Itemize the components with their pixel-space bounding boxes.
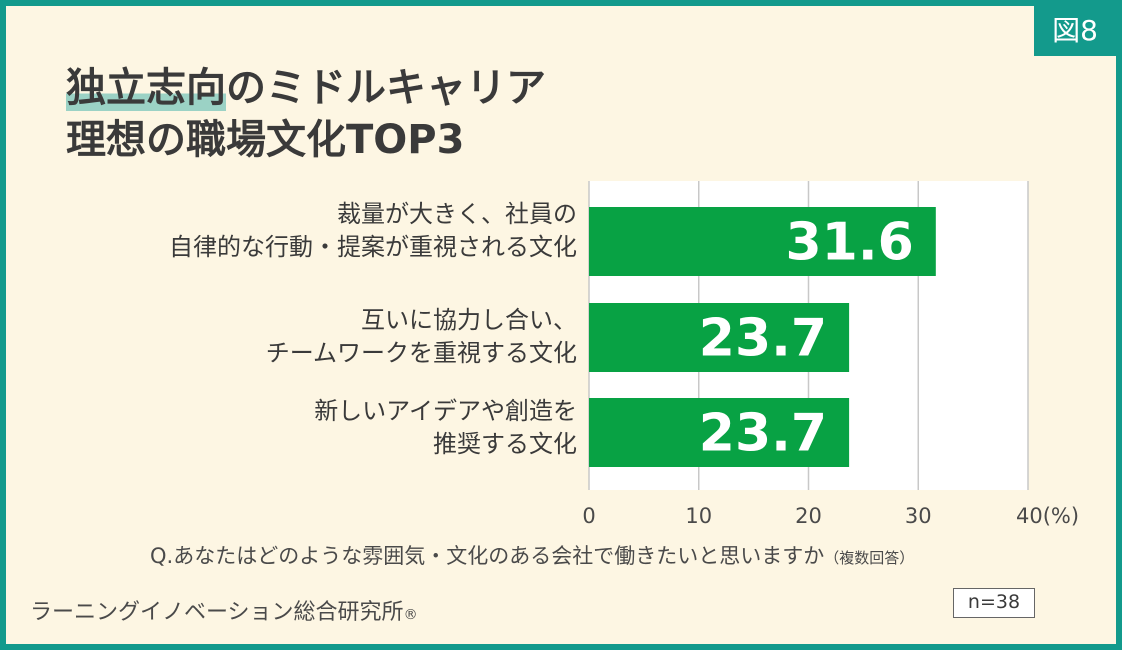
bar-value-label-2: 23.7 [699,309,827,369]
category-label-3: 新しいアイデアや創造を 推奨する文化 [57,395,577,461]
source-credit: ラーニングイノベーション総合研究所® [30,594,418,626]
title-line-2: 理想の職場文化TOP3 [66,117,465,163]
figure-number-badge: 図8 [1034,6,1116,56]
x-tick-label-40: 40(%) [1016,504,1079,528]
category-label-3-line-1: 新しいアイデアや創造を [314,397,577,425]
bar-value-label-3: 23.7 [699,404,827,464]
x-tick-label-30: 30 [905,504,932,528]
bar-2 [589,303,850,372]
question-text: Q.あなたはどのような雰囲気・文化のある会社で働きたいと思いますか [150,544,825,568]
sample-size-box: n=38 [953,588,1035,618]
question-note: （複数回答） [824,549,915,567]
chart-title: 独立志向のミドルキャリア 理想の職場文化TOP3 [66,62,546,166]
title-highlight: 独立志向 [66,65,226,111]
source-name: ラーニングイノベーション総合研究所 [30,600,404,625]
registered-mark: ® [403,607,418,623]
category-label-1: 裁量が大きく、社員の 自律的な行動・提案が重視される文化 [57,198,577,264]
x-tick-label-10: 10 [685,504,712,528]
category-label-2-line-2: チームワークを重視する文化 [265,339,577,367]
category-label-3-line-2: 推奨する文化 [433,430,577,458]
bar-1 [589,207,936,276]
category-label-2: 互いに協力し合い、 チームワークを重視する文化 [57,304,577,370]
bar-3 [589,398,850,467]
bar-value-label-1: 31.6 [785,213,913,273]
title-line-1-rest: のミドルキャリア [226,65,546,111]
category-label-1-line-1: 裁量が大きく、社員の [337,200,577,228]
survey-question: Q.あなたはどのような雰囲気・文化のある会社で働きたいと思いますか（複数回答） [150,540,914,570]
category-label-1-line-2: 自律的な行動・提案が重視される文化 [169,233,577,261]
title-line-1: 独立志向のミドルキャリア [66,62,546,114]
x-tick-label-0: 0 [582,504,595,528]
x-tick-label-20: 20 [795,504,822,528]
category-label-2-line-1: 互いに協力し合い、 [361,306,577,334]
